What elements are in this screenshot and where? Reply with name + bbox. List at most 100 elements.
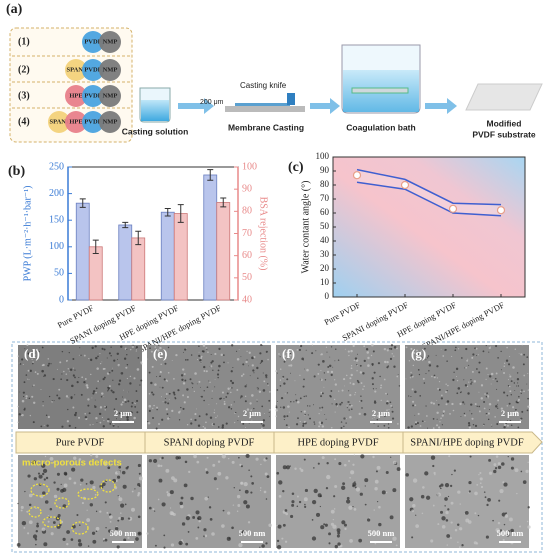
- sem-texture: [505, 359, 509, 362]
- sem-texture: [380, 386, 382, 389]
- sem-texture: [169, 511, 174, 516]
- sem-texture: [475, 368, 478, 370]
- sem-texture: [345, 374, 348, 377]
- sem-texture: [438, 485, 442, 488]
- cast-film: [235, 103, 290, 106]
- sem-texture: [405, 473, 409, 477]
- sem-texture: [20, 505, 24, 510]
- y-tick-label: 60: [320, 207, 330, 217]
- sem-texture: [106, 511, 109, 514]
- sem-texture: [282, 465, 287, 470]
- sem-texture: [227, 457, 230, 460]
- component-label: NMP: [103, 38, 118, 45]
- sem-texture: [66, 542, 69, 546]
- sem-texture: [442, 410, 446, 413]
- sem-texture: [386, 361, 389, 364]
- sem-texture: [99, 510, 102, 513]
- sem-texture: [375, 470, 378, 473]
- sem-texture: [288, 364, 291, 367]
- sem-texture: [466, 385, 469, 388]
- sem-texture: [469, 455, 472, 458]
- sem-texture: [477, 514, 480, 517]
- sem-texture: [318, 412, 320, 415]
- sem-texture: [408, 395, 410, 397]
- sem-texture: [393, 345, 397, 349]
- sem-texture: [260, 361, 262, 364]
- sem-texture: [117, 358, 118, 360]
- sem-texture: [133, 402, 135, 404]
- sem-texture: [346, 405, 348, 407]
- sem-texture: [165, 379, 168, 382]
- sem-texture: [152, 508, 155, 511]
- sem-texture: [276, 401, 278, 403]
- sem-texture: [277, 401, 278, 403]
- y2-tick-label: 50: [242, 272, 252, 283]
- sem-texture: [496, 423, 499, 426]
- sem-texture: [147, 421, 149, 423]
- sem-texture: [416, 349, 418, 352]
- step-label: Casting solution: [122, 126, 189, 136]
- sem-texture: [246, 384, 248, 386]
- sem-texture: [301, 357, 304, 361]
- sem-texture: [74, 369, 76, 371]
- sem-texture: [265, 542, 268, 545]
- sem-texture: [371, 343, 374, 347]
- sem-texture: [260, 359, 264, 363]
- sem-texture: [527, 461, 529, 464]
- panel-label: (c): [288, 160, 304, 175]
- sem-texture: [65, 373, 68, 375]
- sem-texture: [318, 421, 322, 424]
- sem-texture: [517, 426, 520, 429]
- sem-texture: [357, 365, 359, 367]
- sem-texture: [242, 363, 245, 366]
- sem-texture: [517, 401, 519, 404]
- sem-texture: [459, 527, 463, 531]
- sem-texture: [346, 418, 348, 420]
- sem-texture: [102, 482, 106, 486]
- sem-texture: [371, 362, 374, 366]
- sem-texture: [495, 455, 499, 458]
- sem-texture: [135, 349, 137, 351]
- sem-texture: [72, 367, 74, 369]
- sem-texture: [294, 467, 297, 470]
- sem-texture: [313, 375, 316, 378]
- sem-texture: [259, 352, 262, 355]
- sem-texture: [167, 371, 170, 374]
- sem-texture: [506, 394, 509, 397]
- sem-texture: [148, 506, 152, 510]
- sem-texture: [517, 385, 520, 387]
- sem-texture: [166, 493, 171, 497]
- sem-texture: [185, 515, 190, 521]
- sem-texture: [468, 490, 471, 493]
- sem-texture: [133, 416, 136, 420]
- solution: [141, 100, 169, 121]
- sem-texture: [461, 357, 463, 359]
- sem-texture: [29, 369, 32, 373]
- sem-texture: [52, 521, 56, 524]
- scale-label: 2 μm: [501, 408, 519, 418]
- sem-texture: [156, 376, 158, 378]
- sem-texture: [237, 420, 239, 422]
- sem-texture: [117, 495, 119, 497]
- sem-texture: [440, 348, 442, 350]
- sem-texture: [516, 532, 519, 535]
- sem-texture: [129, 348, 132, 351]
- sem-texture: [455, 367, 459, 371]
- sem-texture: [222, 354, 225, 356]
- sem-texture: [95, 391, 97, 394]
- sem-texture: [483, 424, 485, 426]
- sem-texture: [454, 349, 457, 352]
- sem-texture: [313, 423, 316, 425]
- sem-texture: [386, 393, 389, 395]
- sem-texture: [36, 524, 40, 528]
- sem-texture: [359, 364, 362, 367]
- sem-texture: [183, 401, 186, 404]
- sem-texture: [231, 381, 235, 385]
- sem-texture: [34, 354, 36, 356]
- sem-texture: [282, 489, 285, 493]
- sem-texture: [203, 528, 207, 532]
- sem-texture: [432, 418, 435, 420]
- sem-texture: [60, 483, 62, 486]
- sem-texture: [109, 520, 112, 523]
- sem-texture: [221, 391, 224, 394]
